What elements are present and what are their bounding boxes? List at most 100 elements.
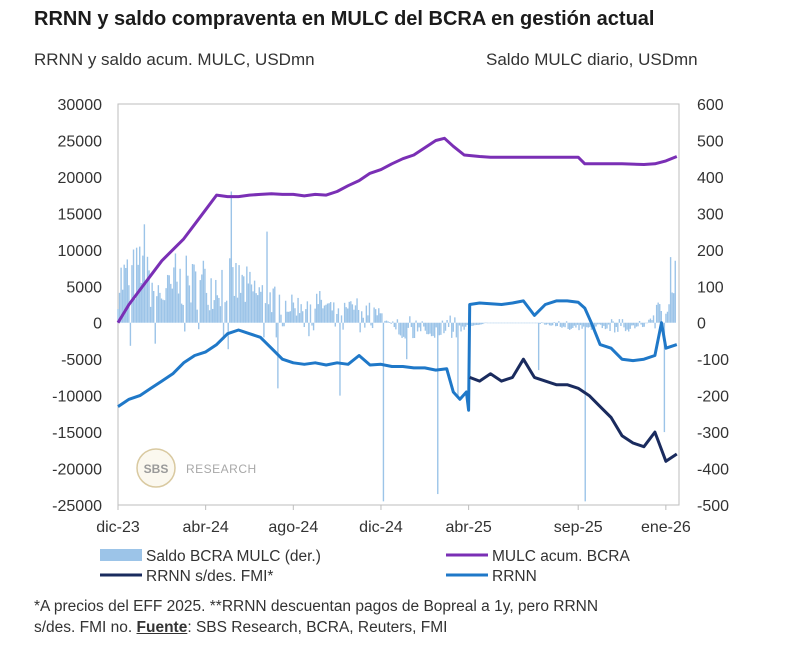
left-axis-tick-label: 5000: [66, 279, 102, 296]
series-line-rrnn: [117, 299, 678, 412]
bar: [635, 322, 638, 327]
bar: [194, 271, 197, 323]
bar: [618, 319, 621, 323]
bar: [398, 322, 400, 335]
bar: [600, 322, 602, 325]
bar: [593, 322, 596, 331]
footnote-line-2: s/des. FMI no. Fuente: SBS Research, BCR…: [34, 617, 774, 638]
bar: [531, 322, 534, 324]
bar: [340, 315, 343, 323]
bar: [275, 322, 278, 338]
bar: [382, 322, 385, 502]
left-axis-tick-label: 0: [93, 316, 102, 333]
bar: [362, 317, 364, 323]
bar: [626, 322, 628, 330]
bar: [486, 322, 489, 324]
x-axis-tick-label: abr-24: [183, 519, 229, 536]
bar: [582, 322, 585, 327]
bar: [249, 271, 251, 323]
bar: [482, 322, 484, 325]
bar: [202, 260, 205, 323]
bar: [294, 308, 296, 323]
bar: [198, 322, 200, 330]
bar: [236, 297, 239, 323]
bar: [182, 304, 184, 323]
bar: [170, 283, 172, 323]
bar: [440, 322, 442, 335]
bar: [485, 322, 487, 324]
right-axis-tick-label: -100: [697, 352, 729, 369]
bar: [623, 322, 625, 328]
bar: [154, 322, 156, 344]
bar: [601, 322, 603, 329]
bar: [333, 302, 335, 323]
bar: [365, 305, 368, 323]
bar: [381, 313, 383, 323]
bar: [522, 322, 524, 324]
right-axis-tick-label: -300: [697, 425, 729, 442]
bar: [666, 311, 669, 323]
bar: [274, 286, 276, 323]
bar: [443, 322, 445, 334]
bar: [559, 322, 562, 327]
bar: [586, 322, 588, 328]
bar: [328, 303, 330, 323]
bar: [606, 322, 608, 329]
legend-swatch-bar: [100, 549, 142, 561]
bar: [643, 322, 645, 327]
bar: [326, 303, 329, 323]
bar: [615, 322, 617, 328]
bar: [614, 322, 616, 333]
bar: [497, 322, 499, 324]
footnote-line-1: *A precios del EFF 2025. **RRNN descuent…: [34, 598, 599, 615]
bar: [432, 322, 434, 336]
bar: [286, 311, 288, 323]
bar: [162, 299, 164, 323]
bar: [261, 285, 264, 323]
bar: [269, 292, 271, 323]
bar: [513, 322, 515, 324]
bar: [339, 322, 341, 396]
bar: [573, 322, 576, 326]
bar: [629, 322, 631, 329]
left-axis-tick-label: 20000: [58, 170, 103, 187]
bar: [415, 320, 417, 323]
legend: Saldo BCRA MULC (der.) MULC acum. BCRA RRN…: [100, 548, 630, 585]
bar: [257, 295, 259, 323]
bar: [224, 302, 226, 323]
bar: [646, 322, 649, 324]
bar: [184, 322, 186, 332]
bar: [419, 322, 422, 332]
bar: [555, 322, 557, 327]
bar: [575, 322, 577, 328]
bar: [581, 322, 583, 329]
bar: [370, 322, 372, 326]
bar: [219, 306, 222, 323]
bar: [632, 322, 635, 326]
bar: [660, 311, 662, 323]
bar: [180, 303, 183, 323]
bar: [350, 301, 352, 323]
bar: [315, 293, 318, 323]
bar: [278, 294, 281, 323]
bar: [359, 322, 361, 333]
bar: [553, 321, 555, 323]
bar: [505, 322, 507, 324]
bar: [640, 322, 642, 325]
bar: [140, 283, 142, 323]
bar: [123, 264, 125, 323]
bar: [455, 322, 458, 338]
bar: [190, 302, 192, 323]
bar: [441, 320, 444, 323]
right-axis-tick-label: 400: [697, 170, 724, 187]
bar: [246, 266, 248, 323]
bar: [561, 322, 563, 328]
bar: [229, 258, 231, 323]
bar: [364, 322, 366, 328]
bar: [325, 304, 327, 323]
bar: [651, 320, 653, 323]
bar: [132, 249, 135, 323]
bar: [347, 308, 349, 323]
right-axis-tick-label: 0: [697, 316, 706, 333]
bar: [308, 322, 310, 337]
